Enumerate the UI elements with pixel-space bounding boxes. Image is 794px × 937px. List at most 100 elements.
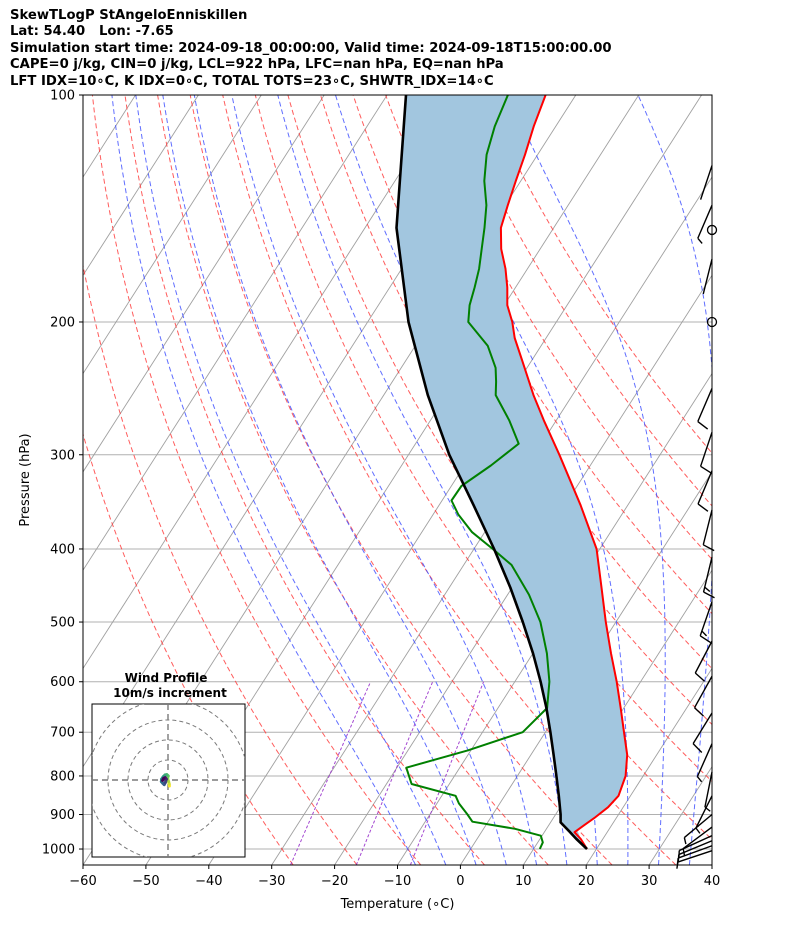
wind-barb-staff bbox=[697, 204, 713, 239]
calm-wind-circle bbox=[706, 224, 718, 236]
wind-barb-staff bbox=[683, 813, 713, 839]
x-tick-label: −20 bbox=[321, 874, 348, 889]
dry-adiabat-line bbox=[83, 262, 358, 865]
wind-barb-staff bbox=[702, 258, 713, 295]
hodograph-plot bbox=[92, 704, 245, 857]
wind-barb-staff bbox=[699, 431, 713, 467]
wind-barb-staff bbox=[695, 795, 713, 829]
dry-adiabat-line bbox=[157, 95, 549, 865]
wind-barb-staff bbox=[699, 601, 713, 637]
wind-barb-flag bbox=[704, 586, 711, 593]
wind-barb-flag bbox=[683, 837, 687, 845]
x-tick-label: 30 bbox=[641, 874, 658, 889]
wind-barb-staff bbox=[677, 849, 713, 863]
y-axis-label: Pressure (hPa) bbox=[18, 433, 33, 526]
y-tick-label: 200 bbox=[50, 315, 75, 330]
dry-adiabat-line bbox=[254, 95, 712, 841]
y-tick-label: 100 bbox=[50, 89, 75, 104]
hodograph-subtitle: 10m/s increment bbox=[113, 686, 227, 700]
isotherm-line bbox=[0, 95, 73, 865]
y-tick-label: 900 bbox=[50, 808, 75, 823]
mixing-ratio-line bbox=[409, 681, 485, 865]
x-tick-label: −40 bbox=[195, 874, 222, 889]
moist-adiabat-line bbox=[111, 95, 416, 865]
x-tick-label: −60 bbox=[69, 874, 96, 889]
isotherm-line bbox=[83, 95, 451, 670]
wind-barbs bbox=[676, 165, 718, 869]
wind-barb-staff bbox=[697, 388, 713, 422]
wind-barb-flag bbox=[692, 743, 703, 753]
x-axis-label: Temperature (∘C) bbox=[340, 897, 455, 912]
y-tick-label: 1000 bbox=[42, 843, 75, 858]
title-line-2: Lat: 54.40 Lon: -7.65 bbox=[10, 24, 174, 40]
dry-adiabat-line bbox=[124, 95, 485, 865]
wind-barb-flag bbox=[697, 503, 709, 512]
wind-barb-staff bbox=[697, 470, 713, 505]
dewpoint-line bbox=[405, 95, 551, 850]
wind-barb-staff bbox=[699, 165, 713, 200]
isotherm-line bbox=[83, 95, 388, 571]
dry-adiabat-line bbox=[450, 95, 712, 507]
isotherm-line bbox=[83, 95, 262, 375]
x-tick-label: −50 bbox=[132, 874, 159, 889]
wind-barb-flag bbox=[704, 806, 711, 812]
hodograph-trace-segment bbox=[161, 776, 166, 782]
x-tick-label: −30 bbox=[258, 874, 285, 889]
y-tick-label: 500 bbox=[50, 616, 75, 631]
shaded-region bbox=[396, 95, 628, 849]
isotherm-line bbox=[711, 864, 712, 865]
wind-barb-flag bbox=[682, 848, 686, 856]
wind-barb-staff bbox=[696, 743, 713, 777]
moist-adiabat-line bbox=[162, 95, 477, 865]
wind-barb-flag bbox=[694, 707, 705, 717]
y-tick-label: 800 bbox=[50, 769, 75, 784]
x-tick-label: 10 bbox=[515, 874, 532, 889]
isotherm-line bbox=[334, 274, 712, 865]
wind-barb-flag bbox=[694, 672, 705, 682]
wind-barb-flag bbox=[702, 544, 715, 552]
y-tick-label: 400 bbox=[50, 542, 75, 557]
chart-header: SkewTLogP StAngeloEnniskillen Lat: 54.40… bbox=[10, 8, 612, 90]
wind-barb-staff bbox=[692, 712, 713, 744]
axes: −60 −50 −40 −30 −20 −10 0 10 20 30 40 1000 900 800 700… bbox=[42, 89, 720, 890]
moist-adiabat-line bbox=[135, 95, 447, 865]
wind-barb-staff bbox=[693, 675, 713, 709]
wind-barb-staff bbox=[702, 509, 713, 545]
mixing-ratio-line bbox=[290, 681, 372, 865]
wind-barb-staff bbox=[677, 845, 713, 859]
wind-barb-staff bbox=[682, 826, 713, 850]
wind-barb-staff bbox=[702, 556, 713, 593]
dry-adiabat-line bbox=[91, 95, 422, 865]
isotherm-line bbox=[83, 95, 199, 277]
isotherm-line bbox=[397, 372, 712, 865]
wind-barb-flag bbox=[696, 776, 703, 783]
moist-adiabat-line bbox=[637, 95, 712, 865]
cape-cin-shading bbox=[396, 95, 628, 849]
wind-barb-flag bbox=[697, 237, 703, 244]
wind-barb-staff bbox=[704, 771, 713, 808]
wind-barb-flag bbox=[703, 591, 715, 599]
isotherm-line bbox=[585, 667, 712, 865]
x-tick-label: −10 bbox=[384, 874, 411, 889]
title-line-3: Simulation start time: 2024-09-18_00:00:… bbox=[10, 40, 612, 56]
wind-barb-flag bbox=[695, 827, 701, 834]
wind-barb-flag bbox=[699, 635, 711, 644]
hodograph-title: Wind Profile bbox=[125, 671, 208, 685]
wind-barb-flag bbox=[701, 630, 708, 637]
parcel-line bbox=[395, 95, 588, 850]
calm-wind-circle bbox=[706, 316, 718, 328]
y-tick-label: 700 bbox=[50, 726, 75, 741]
wind-barb-flag bbox=[700, 465, 712, 474]
isotherm-line bbox=[208, 95, 702, 865]
isotherm-line bbox=[460, 471, 712, 865]
temperature-line bbox=[499, 95, 629, 850]
moist-adiabat-line bbox=[277, 95, 568, 865]
y-tick-label: 600 bbox=[50, 675, 75, 690]
x-tick-label: 40 bbox=[704, 874, 721, 889]
wind-barb-staff bbox=[694, 640, 713, 674]
wind-barb-flag bbox=[697, 420, 709, 430]
y-tick-label: 300 bbox=[50, 448, 75, 463]
isotherm-line bbox=[648, 765, 712, 865]
